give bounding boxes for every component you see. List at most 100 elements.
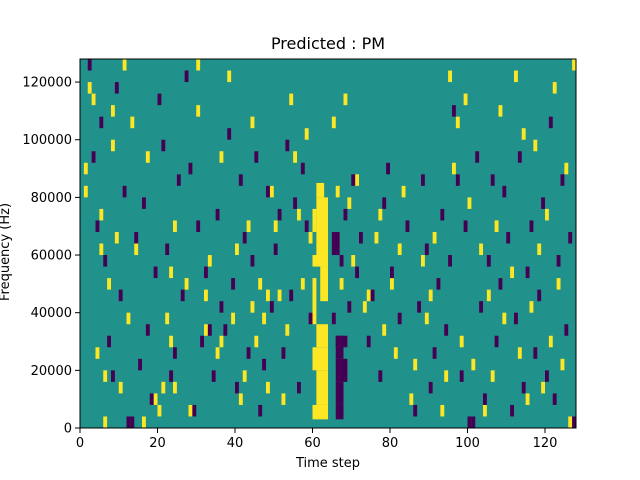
heatmap-cell-low (184, 70, 189, 83)
heatmap-cell-high (378, 208, 383, 221)
heatmap-cell-low (114, 82, 119, 94)
heatmap-cell-high (502, 312, 507, 325)
heatmap-cell-high (145, 151, 150, 163)
heatmap-cell-low (490, 174, 495, 186)
heatmap-cell-low (440, 208, 445, 221)
x-axis: 0 20 40 60 80 100 120 (76, 428, 557, 451)
heatmap-cell-high (215, 347, 220, 359)
y-tick-label: 0 (64, 422, 72, 437)
heatmap-cell-low (215, 208, 220, 221)
heatmap-cell-low (269, 301, 274, 313)
heatmap-cell-high (173, 220, 177, 232)
heatmap-cell-high (173, 381, 177, 394)
heatmap-cell-high (498, 105, 503, 117)
heatmap-cell-high (99, 243, 104, 256)
heatmap-cell-low (95, 220, 100, 232)
heatmap-cell-high (238, 393, 243, 405)
heatmap-cell-low (471, 416, 476, 428)
heatmap-cell-high (207, 255, 212, 267)
plot-frame (79, 58, 577, 429)
heatmap-cell-high (572, 59, 577, 71)
heatmap-cell-high (273, 220, 278, 232)
heatmap-cell-low (91, 151, 96, 163)
heatmap-cell-high (142, 416, 146, 428)
heatmap-cell-high (455, 116, 460, 129)
heatmap-cell-low (273, 243, 278, 256)
heatmap-cell-high (463, 93, 468, 106)
heatmap-cell-low (459, 370, 464, 382)
y-tick-label: 120000 (22, 76, 72, 91)
heatmap-cell-high (266, 381, 270, 394)
heatmap-cell-low (149, 393, 154, 405)
heatmap-cell-high (514, 70, 518, 83)
heatmap-cell-high (219, 335, 224, 348)
heatmap-cell-low (118, 289, 123, 302)
heatmap-cell-low (258, 404, 263, 417)
heatmap-cell-high (335, 185, 340, 198)
heatmap-band-high (312, 208, 317, 232)
heatmap-cell-low (176, 174, 181, 186)
heatmap-cell-low (366, 335, 371, 348)
heatmap-cell-low (223, 324, 228, 336)
heatmap-band-high (320, 266, 328, 302)
heatmap-cell-low (564, 324, 569, 336)
x-tick-label: 100 (455, 436, 480, 451)
heatmap-cell-low (552, 393, 557, 405)
heatmap-cell-high (300, 278, 305, 290)
heatmap-cell-high (459, 335, 464, 348)
heatmap-cell-low (99, 116, 104, 129)
heatmap-cell-high (134, 243, 139, 256)
heatmap-cell-high (471, 358, 476, 371)
heatmap-cell-low (250, 255, 255, 267)
heatmap-band-high (312, 278, 317, 325)
heatmap-cell-low (521, 381, 526, 394)
heatmap-cell-high (285, 324, 290, 336)
heatmap-cell-high (428, 289, 433, 302)
heatmap-cell-low (502, 185, 507, 198)
heatmap-cell-high (196, 105, 201, 117)
heatmap-cell-high (219, 151, 224, 163)
plot-area (79, 58, 577, 429)
heatmap-cell-low (142, 197, 146, 209)
heatmap-cell-low (537, 289, 542, 302)
heatmap-cell-low (281, 347, 286, 359)
heatmap-cell-high (308, 231, 313, 244)
heatmap-cell-high (347, 197, 352, 209)
heatmap-cell-high (114, 231, 119, 244)
heatmap-cell-high (533, 139, 538, 152)
chart-title: Predicted : PM (271, 34, 385, 53)
heatmap-cell-low (529, 220, 534, 232)
heatmap-cell-high (331, 116, 336, 129)
heatmap-cell-high (161, 381, 166, 394)
heatmap-cell-low (572, 416, 577, 428)
heatmap-cell-high (196, 59, 201, 71)
heatmap-cell-low (467, 416, 472, 428)
heatmap-cell-high (83, 185, 88, 198)
heatmap-cell-low (231, 278, 236, 290)
heatmap-cell-high (169, 335, 174, 348)
heatmap-band-high (316, 324, 329, 348)
heatmap-cell-low (541, 197, 546, 209)
heatmap-cell-low (103, 255, 108, 267)
heatmap-cell-high (246, 220, 251, 232)
heatmap-cell-low (548, 116, 553, 129)
heatmap-cell-low (417, 301, 422, 313)
heatmap-cell-low (145, 324, 150, 336)
heatmap-cell-high (355, 174, 360, 186)
x-tick-label: 80 (382, 436, 399, 451)
heatmap-cell-low (304, 220, 309, 232)
heatmap-cell-high (541, 381, 546, 394)
heatmap-cell-low (382, 197, 387, 209)
heatmap-cell-high (486, 289, 491, 302)
heatmap-cell-high (479, 243, 484, 256)
x-axis-label: Time step (295, 456, 360, 471)
heatmap-cell-high (118, 381, 123, 394)
heatmap-cell-high (401, 185, 406, 198)
heatmap-cell-high (374, 231, 379, 244)
heatmap-cell-low (161, 139, 166, 152)
heatmap-cell-low (452, 105, 456, 117)
heatmap-cell-high (397, 243, 402, 256)
heatmap-cell-high (122, 59, 127, 71)
heatmap-cell-high (393, 347, 398, 359)
